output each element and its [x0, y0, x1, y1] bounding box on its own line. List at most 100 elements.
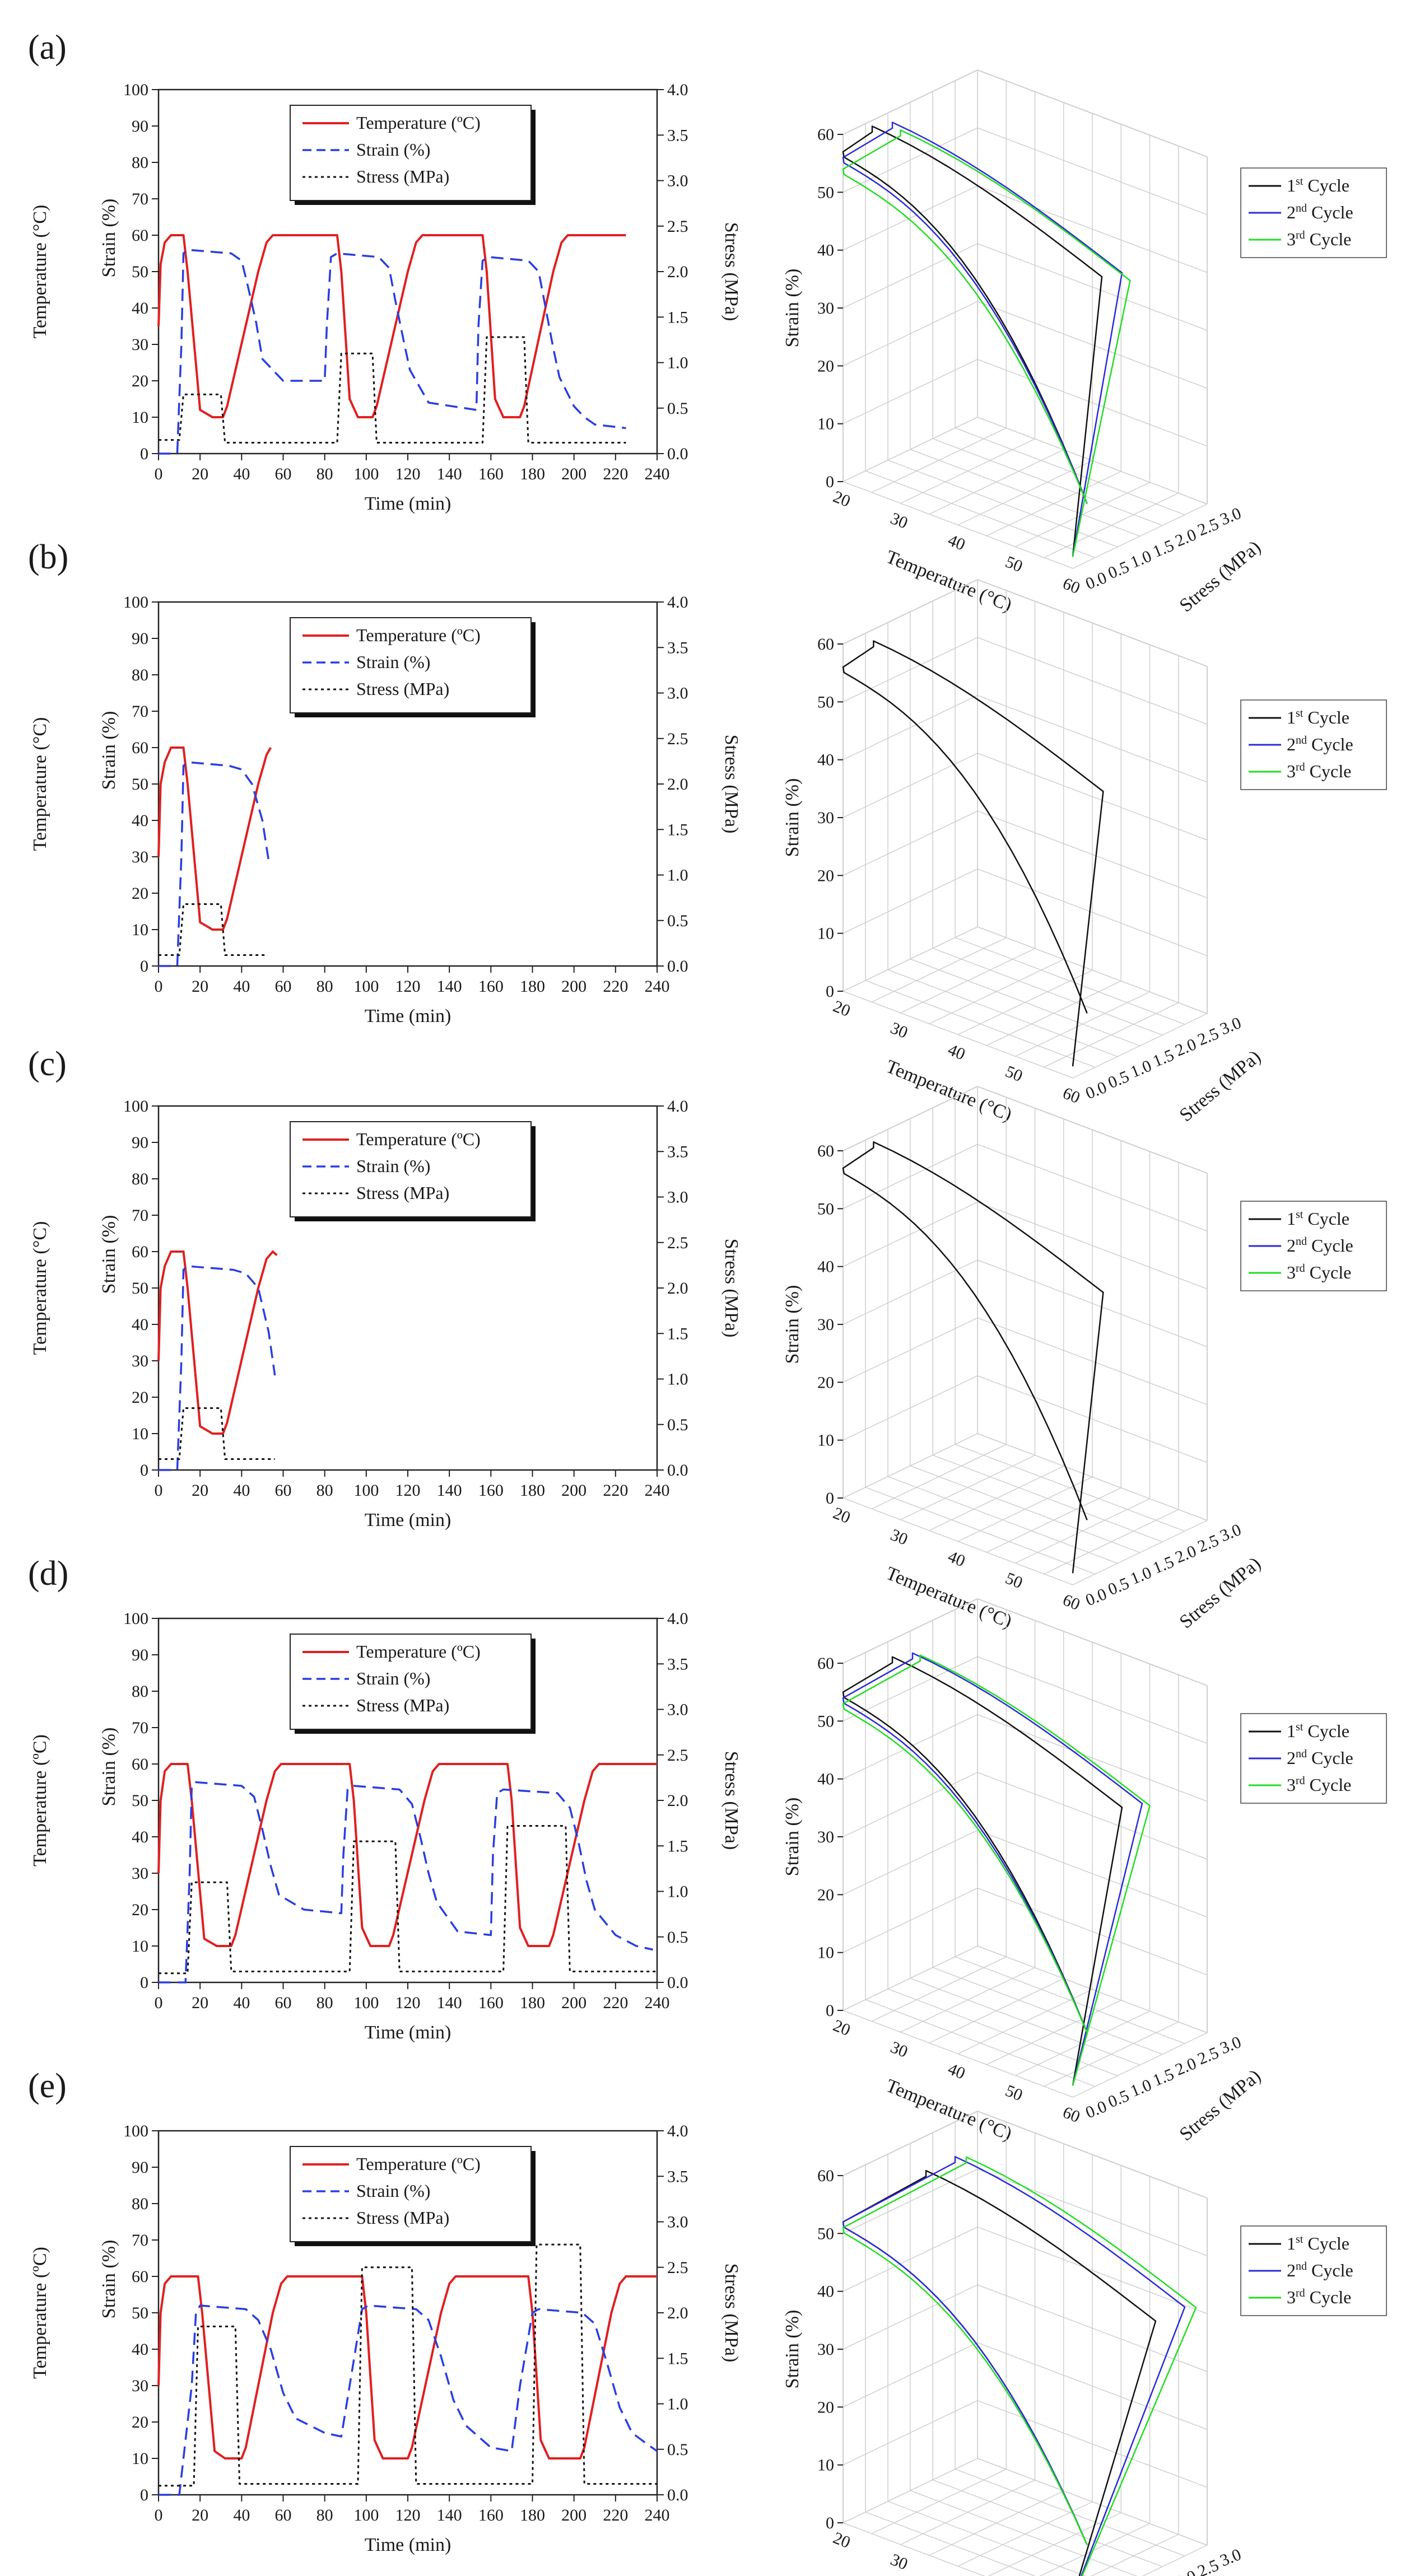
- floor-grid-line: [932, 948, 1163, 1036]
- y-tick-label: 0: [140, 445, 148, 463]
- cycle-1-curve: [842, 2169, 1157, 2576]
- x-tick-label: 240: [645, 1994, 670, 2012]
- z-tick-label: 50: [817, 183, 834, 202]
- floor-grid-line: [865, 1487, 1096, 1575]
- z-tick-label: 40: [817, 751, 834, 769]
- y-tick-label: 10: [132, 1937, 148, 1956]
- floor-grid-line: [988, 2512, 1121, 2576]
- stress-tick-label: 0.5: [1105, 1574, 1132, 1599]
- y-tick-label: 0: [140, 1973, 148, 1992]
- y-axis-title: Temperature (ºC): [30, 2247, 50, 2379]
- cycle-word: Cycle: [1305, 761, 1352, 781]
- y-tick-label: 50: [132, 775, 148, 794]
- y2-tick-label: 2.0: [667, 775, 688, 794]
- x-tick-label: 60: [275, 977, 292, 996]
- z-tick-label: 40: [817, 2283, 834, 2301]
- y-tick-label: 100: [123, 2122, 148, 2140]
- stress-axis-title: Stress (MPa): [1176, 1553, 1265, 1633]
- legend-label: Temperature (ºC): [356, 625, 481, 645]
- stress-tick-label: 0.0: [1083, 2097, 1109, 2122]
- y2-tick-label: 1.5: [667, 2349, 688, 2368]
- temperature-series: [157, 1250, 278, 1435]
- stress-tick-label: 0.0: [1083, 568, 1109, 594]
- y-tick-label: 40: [132, 2340, 148, 2359]
- x-tick-label: 160: [478, 977, 504, 996]
- z-tick-label: 20: [817, 357, 834, 375]
- cycle-ordinal: rd: [1296, 761, 1305, 773]
- box-edge: [843, 1598, 978, 1664]
- y2-tick-label: 3.5: [667, 1142, 688, 1161]
- temperature-series: [157, 1763, 657, 1947]
- x-tick-label: 0: [155, 465, 163, 483]
- temperature-axis-title: Temperature (°C): [883, 547, 1014, 616]
- floor-grid-line: [955, 937, 1185, 1025]
- y-tick-label: 90: [132, 1646, 148, 1664]
- cycle-legend-label: 1st Cycle: [1287, 1721, 1349, 1741]
- legend-label: Strain (%): [356, 1668, 430, 1688]
- cycle-word: Cycle: [1307, 202, 1353, 222]
- x-tick-label: 40: [233, 2506, 250, 2524]
- x-tick-label: 140: [437, 1481, 462, 1500]
- stress-series: [159, 336, 626, 444]
- temperature-tick-label: 40: [945, 2060, 967, 2083]
- z-tick-label: 40: [817, 241, 834, 260]
- x-tick-label: 200: [561, 465, 587, 483]
- x-tick-label: 100: [353, 1994, 379, 2012]
- stress-tick-label: 2.0: [1172, 1035, 1199, 1060]
- cycle-ordinal: rd: [1296, 2287, 1305, 2299]
- y2-tick-label: 4.0: [667, 1097, 688, 1116]
- x-tick-label: 180: [520, 1994, 545, 2012]
- y-tick-label: 30: [132, 335, 148, 354]
- stress-tick-label: 0.5: [1105, 1067, 1132, 1093]
- temperature-tick-label: 30: [888, 2038, 910, 2061]
- stress-tick-label: 1.0: [1128, 547, 1154, 572]
- x-tick-label: 60: [275, 1481, 292, 1500]
- y-tick-label: 40: [132, 811, 148, 830]
- y2-axis-title: Stress (MPa): [721, 1239, 742, 1338]
- x-tick-label: 220: [603, 977, 628, 996]
- floor-grid-line: [843, 991, 1073, 1079]
- x-axis-title: Time (min): [365, 1510, 452, 1530]
- y-tick-label: 20: [132, 372, 148, 390]
- z-tick-label: 10: [817, 1944, 834, 1962]
- y2-tick-label: 1.5: [667, 1324, 688, 1343]
- cycle-number: 1: [1287, 1721, 1296, 1741]
- z-tick-label: 0: [826, 982, 834, 1001]
- floor-grid-line: [865, 1999, 1096, 2087]
- stress-tick-label: 1.0: [1128, 2076, 1154, 2101]
- cycle-number: 2: [1287, 1235, 1296, 1256]
- floor-grid-line: [955, 1444, 1185, 1532]
- stress-tick-label: 2.5: [1195, 1024, 1221, 1049]
- temperature-tick-label: 40: [945, 1040, 967, 1064]
- temperature-tick-label: 50: [1003, 1569, 1025, 1593]
- x-tick-label: 100: [353, 2506, 379, 2524]
- x-tick-label: 160: [478, 2506, 504, 2524]
- cycle-word: Cycle: [1307, 2260, 1353, 2280]
- z-tick-label: 10: [817, 2456, 834, 2475]
- stress-tick-label: 2.0: [1172, 2566, 1199, 2576]
- y-tick-label: 90: [132, 629, 148, 648]
- legend-label: Stress (MPa): [356, 2208, 449, 2228]
- y-axis-title-strain: Strain (%): [99, 199, 119, 278]
- z-tick-label: 10: [817, 925, 834, 943]
- z-tick-label: 0: [826, 1489, 834, 1508]
- floor-grid-line: [887, 2500, 1087, 2576]
- cycle-number: 3: [1287, 1775, 1296, 1795]
- x-tick-label: 140: [437, 465, 462, 483]
- y-tick-label: 60: [132, 739, 148, 757]
- z-tick-label: 10: [817, 1431, 834, 1450]
- z-tick-label: 20: [817, 1373, 834, 1392]
- temperature-tick-label: 40: [945, 1547, 967, 1571]
- legend-label: Temperature (ºC): [356, 2154, 481, 2174]
- y2-tick-label: 0.0: [667, 957, 688, 976]
- y-tick-label: 80: [132, 1170, 148, 1188]
- floor-grid-line: [887, 1988, 1118, 2076]
- cycle-3-curve: [842, 1654, 1151, 2086]
- y-axis-title-strain: Strain (%): [99, 711, 119, 790]
- strain-series: [159, 1265, 276, 1471]
- x-tick-label: 20: [192, 977, 208, 996]
- y2-axis-title: Stress (MPa): [721, 222, 742, 321]
